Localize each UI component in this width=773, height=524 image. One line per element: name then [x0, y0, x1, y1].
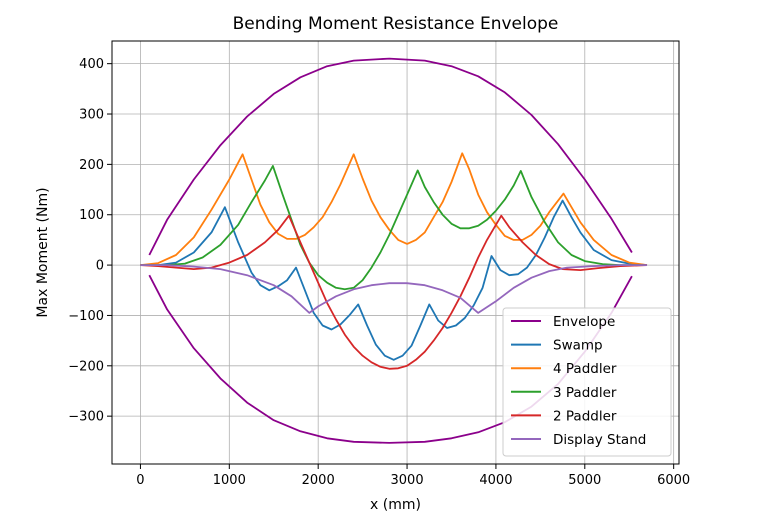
y-axis-label: Max Moment (Nm) — [35, 187, 51, 317]
legend-box — [502, 307, 672, 457]
y-tick-label: 300 — [79, 108, 104, 123]
legend-label: Envelope — [553, 314, 615, 330]
y-tick-label: −200 — [68, 359, 104, 374]
x-tick-label: 4000 — [479, 473, 512, 488]
grid — [112, 41, 679, 464]
x-tick-label: 5000 — [568, 473, 601, 488]
series-line-2-paddler — [140, 214, 648, 370]
series-line-envelope — [148, 57, 633, 256]
series-line-swamp — [140, 199, 648, 361]
y-tick-label: 200 — [79, 158, 104, 173]
y-tick-label: −100 — [68, 309, 104, 324]
series-line-3-paddler — [140, 164, 647, 291]
x-tick-label: 6000 — [657, 473, 690, 488]
series-layer — [140, 57, 648, 444]
y-tick-label: 0 — [96, 259, 104, 274]
y-tick-label: −300 — [68, 410, 104, 425]
legend-label: Swamp — [553, 338, 603, 354]
x-axis-label: x (mm) — [370, 497, 421, 513]
x-tick-label: 3000 — [391, 473, 424, 488]
x-tick-label: 1000 — [213, 473, 246, 488]
y-tick-label: 100 — [79, 208, 104, 223]
chart-title: Bending Moment Resistance Envelope — [233, 14, 559, 34]
series-line-display-stand — [140, 264, 647, 314]
legend-label: 3 Paddler — [553, 385, 617, 401]
legend: Envelope Swamp 4 Paddler 3 Paddler 2 Paddler… — [502, 307, 672, 457]
series-line-4-paddler — [140, 152, 648, 266]
x-tick-label: 2000 — [302, 473, 335, 488]
legend-label: 2 Paddler — [553, 408, 617, 424]
y-tick-label: 400 — [79, 57, 104, 72]
legend-label: Display Stand — [553, 432, 646, 448]
plot-frame — [111, 40, 680, 465]
ticks: 0 1000 2000 3000 4000 5000 6000 −300 −200 −100 0 10… — [68, 57, 690, 488]
x-tick-label: 0 — [136, 473, 144, 488]
legend-label: 4 Paddler — [553, 361, 617, 377]
